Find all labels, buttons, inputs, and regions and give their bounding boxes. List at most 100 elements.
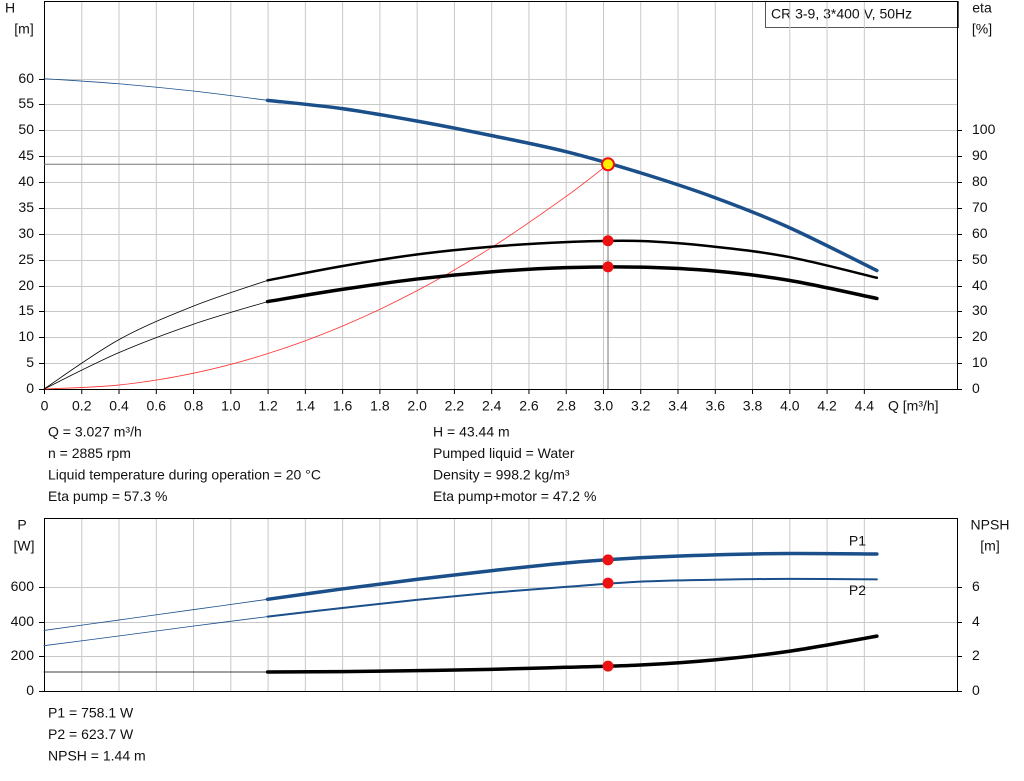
operating-point — [601, 157, 616, 172]
y2-axis-unit: [m] — [980, 538, 999, 554]
info-text: Eta pump+motor = 47.2 % — [433, 488, 596, 504]
duty-point — [602, 235, 614, 247]
system-curve — [43, 163, 609, 390]
info-text: H = 43.44 m — [433, 424, 510, 440]
series-line — [43, 301, 268, 390]
x-tick-label: 2.6 — [519, 398, 539, 414]
y-axis-unit: [m] — [14, 21, 33, 37]
x-tick-label: 3.6 — [706, 398, 726, 414]
chart-title: CR 3-9, 3*400 V, 50Hz — [771, 6, 912, 22]
series-line — [265, 265, 879, 304]
y2-tick-label: 100 — [972, 121, 996, 137]
series-line — [43, 598, 268, 631]
series-line — [266, 239, 879, 282]
y2-tick-label: 0 — [972, 380, 980, 396]
x-tick-label: 4.0 — [780, 398, 800, 414]
y-tick-label: 400 — [11, 613, 35, 629]
y2-axis-unit: [%] — [972, 21, 992, 37]
series-line — [265, 551, 879, 602]
y2-axis-label: NPSH — [971, 517, 1010, 533]
x-tick-label: 0.6 — [147, 398, 167, 414]
x-tick-label: 2.4 — [482, 398, 502, 414]
y-axis-label: P — [17, 517, 26, 533]
y2-tick-label: 2 — [972, 647, 980, 663]
y-tick-label: 25 — [18, 251, 34, 267]
y-tick-label: 45 — [18, 147, 34, 163]
y2-tick-label: 20 — [972, 328, 988, 344]
y-tick-label: 30 — [18, 225, 34, 241]
y2-tick-label: 0 — [972, 682, 980, 698]
series-label: P1 — [849, 533, 866, 549]
y2-tick-label: 50 — [972, 251, 988, 267]
y-tick-label: 15 — [18, 302, 34, 318]
y-tick-label: 10 — [18, 328, 34, 344]
x-tick-label: 2.8 — [556, 398, 576, 414]
x-tick-label: 0.2 — [72, 398, 92, 414]
info-text: Density = 998.2 kg/m³ — [433, 467, 570, 483]
y-tick-label: 60 — [18, 70, 34, 86]
x-tick-label: 4.2 — [817, 398, 837, 414]
y2-tick-label: 60 — [972, 225, 988, 241]
duty-point — [602, 577, 614, 589]
info-text: Q = 3.027 m³/h — [48, 424, 142, 440]
y-axis-unit: [W] — [14, 538, 35, 554]
series-line — [265, 98, 879, 273]
duty-point — [602, 660, 614, 672]
y-tick-label: 20 — [18, 277, 34, 293]
info-text: P2 = 623.7 W — [48, 726, 134, 742]
y-tick-label: 200 — [11, 647, 35, 663]
y2-tick-label: 40 — [972, 277, 988, 293]
y-tick-label: 40 — [18, 173, 34, 189]
y-axis-label: H — [5, 0, 15, 16]
x-tick-label: 3.4 — [668, 398, 688, 414]
y-tick-label: 55 — [18, 95, 34, 111]
x-tick-label: 2.2 — [445, 398, 465, 414]
x-tick-label: 2.0 — [407, 398, 427, 414]
y-tick-label: 50 — [18, 121, 34, 137]
y-tick-label: 600 — [11, 578, 35, 594]
x-tick-label: 3.8 — [743, 398, 763, 414]
y2-tick-label: 6 — [972, 578, 980, 594]
info-text: n = 2885 rpm — [48, 445, 131, 461]
x-tick-label: 1.8 — [370, 398, 390, 414]
y2-tick-label: 10 — [972, 354, 988, 370]
x-tick-label: 4.4 — [855, 398, 875, 414]
y2-tick-label: 70 — [972, 199, 988, 215]
info-text: Liquid temperature during operation = 20… — [48, 467, 321, 483]
info-text: NPSH = 1.44 m — [48, 748, 146, 764]
y2-tick-label: 90 — [972, 147, 988, 163]
series-line — [43, 279, 268, 390]
info-text: Pumped liquid = Water — [433, 445, 575, 461]
duty-point — [602, 261, 614, 273]
x-axis-label: Q [m³/h] — [888, 398, 939, 414]
y2-tick-label: 30 — [972, 302, 988, 318]
info-text: P1 = 758.1 W — [48, 705, 134, 721]
x-tick-label: 0.4 — [109, 398, 129, 414]
x-tick-label: 1.2 — [258, 398, 278, 414]
series-label: P2 — [849, 582, 866, 598]
x-tick-label: 3.0 — [594, 398, 614, 414]
y-tick-label: 35 — [18, 199, 34, 215]
title-box — [765, 1, 959, 28]
duty-point — [602, 554, 614, 566]
x-tick-label: 1.4 — [296, 398, 316, 414]
x-tick-label: 0 — [41, 398, 49, 414]
series-line — [265, 634, 879, 674]
y2-tick-label: 80 — [972, 173, 988, 189]
x-tick-label: 3.2 — [631, 398, 651, 414]
y-tick-label: 5 — [26, 354, 34, 370]
x-tick-label: 1.6 — [333, 398, 353, 414]
y2-tick-label: 4 — [972, 613, 980, 629]
series-line — [266, 577, 878, 618]
x-tick-label: 0.8 — [184, 398, 204, 414]
series-line — [43, 616, 268, 647]
y2-axis-label: eta — [972, 0, 992, 16]
series-line — [43, 78, 268, 101]
info-text: Eta pump = 57.3 % — [48, 488, 167, 504]
y-tick-label: 0 — [26, 380, 34, 396]
x-tick-label: 1.0 — [221, 398, 241, 414]
y-tick-label: 0 — [26, 682, 34, 698]
